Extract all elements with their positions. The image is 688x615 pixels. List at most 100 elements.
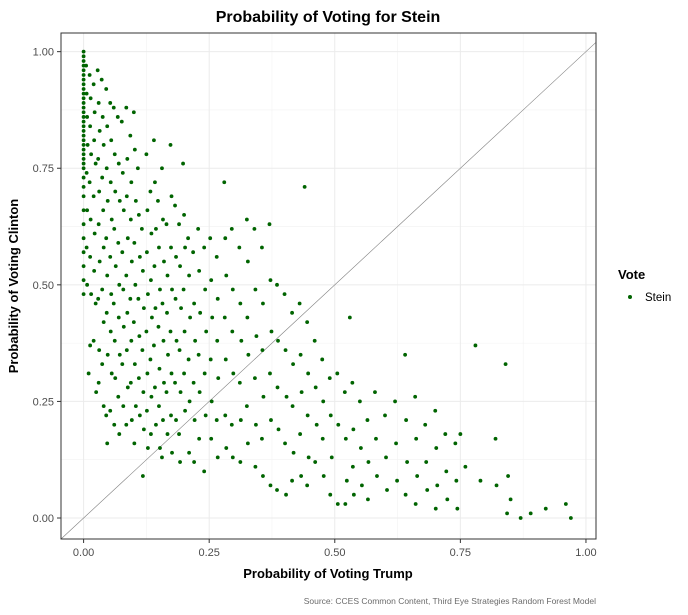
data-point-stein xyxy=(306,455,311,460)
data-point-stein xyxy=(133,404,138,408)
data-point-stein xyxy=(275,385,280,390)
data-point-stein xyxy=(518,516,523,520)
data-point-stein xyxy=(443,432,448,436)
data-point-stein xyxy=(404,418,409,422)
data-point-stein xyxy=(275,282,279,287)
data-point-stein xyxy=(347,315,352,320)
source-caption: Source: CCES Common Content, Third Eye S… xyxy=(304,596,596,606)
data-point-stein xyxy=(81,91,86,96)
x-tick-label: 0.25 xyxy=(198,547,219,559)
data-point-stein xyxy=(312,338,317,343)
data-point-stein xyxy=(238,418,243,422)
data-point-stein xyxy=(253,464,258,469)
data-point-stein xyxy=(174,418,178,422)
data-point-stein xyxy=(215,455,220,460)
data-point-stein xyxy=(161,418,165,422)
data-point-stein xyxy=(182,329,187,334)
data-point-stein xyxy=(162,259,166,264)
data-point-stein xyxy=(454,478,459,483)
data-point-stein xyxy=(568,516,573,520)
data-point-stein xyxy=(252,226,257,231)
data-point-stein xyxy=(494,483,499,488)
data-point-stein xyxy=(91,194,96,199)
data-point-stein xyxy=(135,166,140,171)
data-point-stein xyxy=(117,352,122,357)
data-point-stein xyxy=(136,296,141,301)
data-point-stein xyxy=(403,352,408,357)
data-point-stein xyxy=(104,236,109,241)
data-point-stein xyxy=(268,483,273,488)
data-point-stein xyxy=(145,371,150,376)
data-point-stein xyxy=(290,478,294,483)
data-point-stein xyxy=(245,315,250,320)
data-point-stein xyxy=(153,180,157,185)
data-point-stein xyxy=(268,371,272,376)
data-point-stein xyxy=(121,404,126,408)
data-point-stein xyxy=(415,474,420,478)
data-point-stein xyxy=(283,348,288,353)
data-point-stein xyxy=(85,208,90,213)
data-point-stein xyxy=(445,497,450,502)
data-point-stein xyxy=(96,222,101,227)
data-point-stein xyxy=(173,203,177,208)
x-tick-label: 1.00 xyxy=(575,547,596,559)
data-point-stein xyxy=(170,287,174,292)
data-point-stein xyxy=(164,222,169,227)
data-point-stein xyxy=(81,59,86,63)
data-point-stein xyxy=(81,175,86,180)
data-point-stein xyxy=(209,436,214,441)
data-point-stein xyxy=(157,404,161,408)
data-point-stein xyxy=(84,63,89,68)
data-point-stein xyxy=(156,324,161,329)
data-point-stein xyxy=(299,474,304,478)
data-point-stein xyxy=(81,222,86,227)
data-point-stein xyxy=(435,483,440,488)
data-point-stein xyxy=(209,399,214,404)
data-point-stein xyxy=(177,348,182,353)
data-point-stein xyxy=(359,446,363,450)
data-point-stein xyxy=(177,222,181,227)
x-axis-title: Probability of Voting Trump xyxy=(243,566,413,581)
data-point-stein xyxy=(85,115,90,119)
data-point-stein xyxy=(305,413,310,418)
data-point-stein xyxy=(188,315,193,320)
data-point-stein xyxy=(350,464,355,469)
data-point-stein xyxy=(306,371,311,376)
data-point-stein xyxy=(129,338,134,343)
data-point-stein xyxy=(133,198,138,203)
data-point-stein xyxy=(88,96,93,101)
data-point-stein xyxy=(124,348,129,353)
data-point-stein xyxy=(269,418,273,422)
data-point-stein xyxy=(204,329,209,334)
y-tick-label: 0.25 xyxy=(33,396,54,408)
data-point-stein xyxy=(161,217,165,222)
data-point-stein xyxy=(374,436,378,441)
data-point-stein xyxy=(149,394,154,399)
data-point-stein xyxy=(193,338,198,343)
data-point-stein xyxy=(87,73,92,77)
data-point-stein xyxy=(186,357,191,362)
data-point-stein xyxy=(342,390,347,394)
data-point-stein xyxy=(229,422,234,427)
data-point-stein xyxy=(112,226,117,231)
data-point-stein xyxy=(245,441,250,446)
legend-title: Vote xyxy=(618,267,645,282)
data-point-stein xyxy=(224,273,229,278)
data-point-stein xyxy=(81,96,86,101)
data-point-stein xyxy=(269,329,274,334)
data-point-stein xyxy=(158,446,162,450)
data-point-stein xyxy=(96,101,101,105)
data-point-stein xyxy=(111,301,116,306)
data-point-stein xyxy=(128,133,133,138)
data-point-stein xyxy=(85,282,90,287)
data-point-stein xyxy=(473,343,478,348)
data-point-stein xyxy=(129,259,134,264)
data-point-stein xyxy=(202,245,207,250)
chart-title: Probability of Voting for Stein xyxy=(216,9,441,26)
data-point-stein xyxy=(246,352,251,357)
data-point-stein xyxy=(124,105,129,110)
data-point-stein xyxy=(81,49,86,54)
data-point-stein xyxy=(208,236,213,241)
data-point-stein xyxy=(424,460,429,464)
data-point-stein xyxy=(366,460,371,464)
